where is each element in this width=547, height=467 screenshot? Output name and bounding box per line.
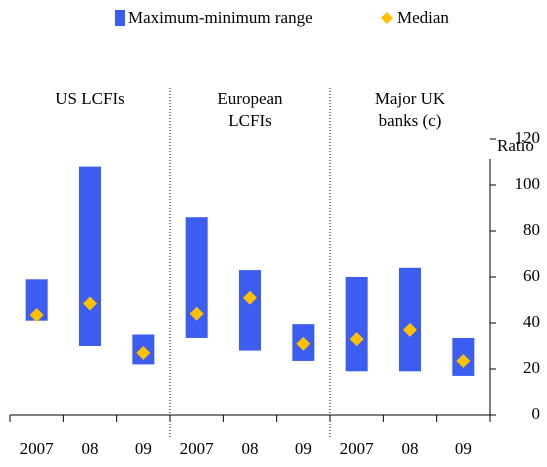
median-marker bbox=[189, 306, 204, 321]
median-marker bbox=[136, 345, 151, 360]
x-tick-label: 08 bbox=[402, 439, 419, 458]
legend-label: Median bbox=[397, 8, 449, 27]
range-bar bbox=[79, 166, 101, 346]
legend-label: Maximum-minimum range bbox=[128, 8, 313, 27]
x-tick-label: 09 bbox=[295, 439, 312, 458]
x-tick-label: 08 bbox=[82, 439, 99, 458]
range-bar bbox=[399, 267, 421, 372]
median-marker bbox=[456, 353, 471, 368]
median-marker bbox=[349, 332, 364, 347]
range-bar bbox=[25, 279, 48, 321]
y-tick-label: 120 bbox=[515, 128, 541, 147]
x-tick-label: 09 bbox=[135, 439, 152, 458]
group-label: US LCFIs bbox=[55, 89, 124, 108]
y-tick-label: 40 bbox=[523, 312, 540, 331]
median-marker bbox=[29, 307, 44, 322]
y-unit-label: Ratio bbox=[497, 136, 534, 155]
x-tick-label: 2007 bbox=[340, 439, 375, 458]
y-tick-label: 20 bbox=[523, 358, 540, 377]
y-tick-label: 60 bbox=[523, 266, 540, 285]
x-tick-label: 08 bbox=[242, 439, 259, 458]
y-tick-label: 100 bbox=[515, 174, 541, 193]
x-tick-label: 09 bbox=[455, 439, 472, 458]
group-label: banks (c) bbox=[379, 111, 442, 130]
range-bar bbox=[185, 217, 208, 338]
group-label: Major UK bbox=[375, 89, 446, 108]
y-tick-label: 80 bbox=[523, 220, 540, 239]
group-label: European bbox=[217, 89, 283, 108]
x-tick-label: 2007 bbox=[180, 439, 215, 458]
median-marker bbox=[403, 322, 417, 337]
group-label: LCFIs bbox=[228, 111, 271, 130]
y-tick-label: 0 bbox=[532, 404, 541, 423]
legend-swatch bbox=[115, 10, 125, 26]
median-marker bbox=[296, 336, 311, 351]
median-marker bbox=[83, 296, 97, 311]
legend-swatch bbox=[381, 12, 393, 24]
x-tick-label: 2007 bbox=[20, 439, 55, 458]
range-bar bbox=[239, 270, 261, 351]
range-bar bbox=[345, 277, 368, 372]
median-marker bbox=[243, 290, 257, 305]
